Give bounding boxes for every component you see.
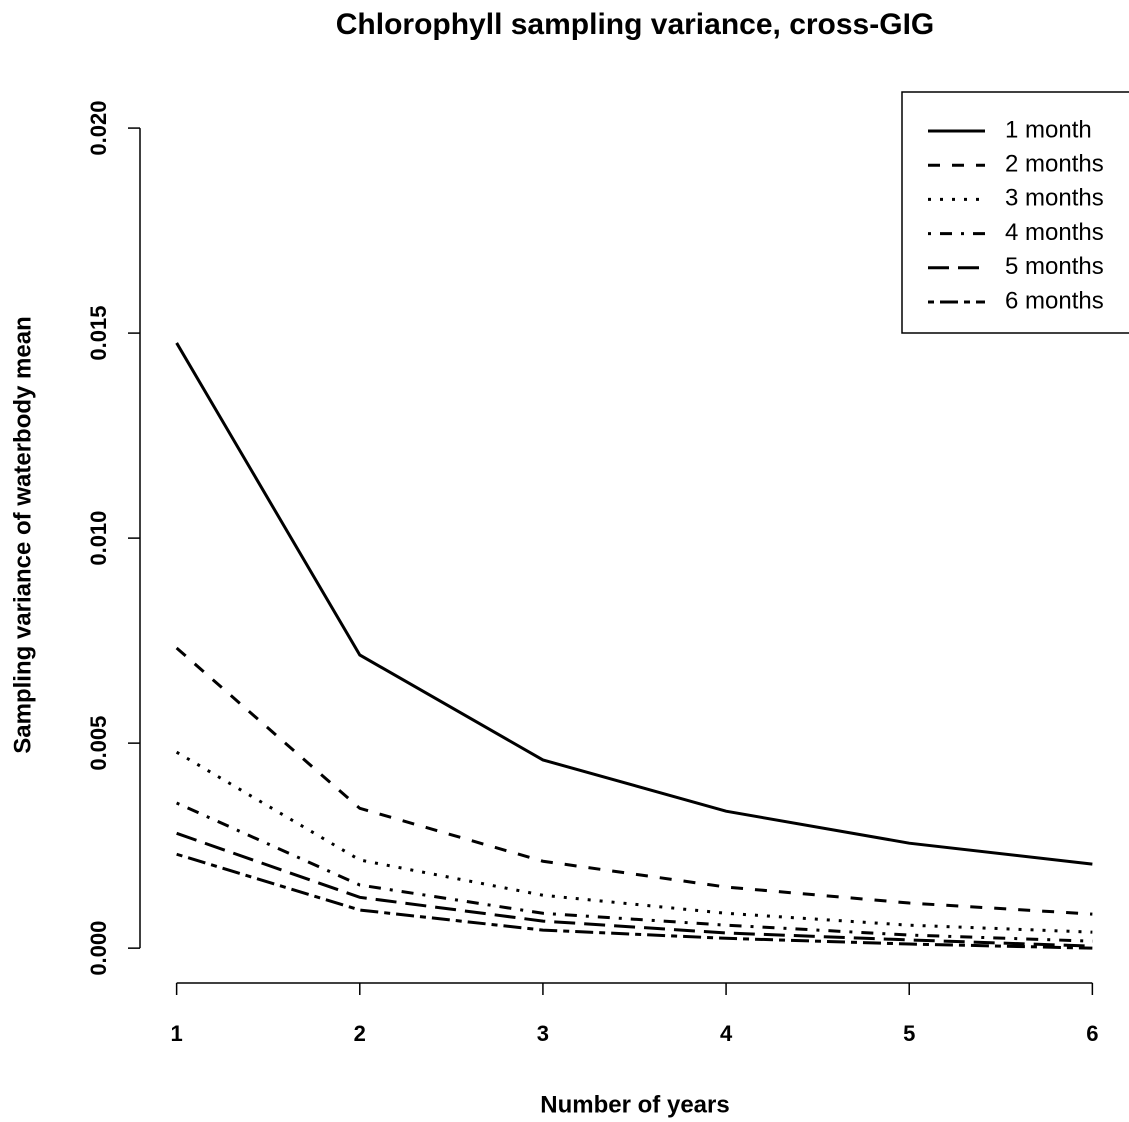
x-tick-label: 5 <box>903 1021 915 1046</box>
x-tick-label: 3 <box>537 1021 549 1046</box>
x-tick-label: 1 <box>171 1021 183 1046</box>
x-tick-label: 2 <box>354 1021 366 1046</box>
y-tick-label: 0.010 <box>86 511 111 566</box>
y-tick-label: 0.020 <box>86 101 111 156</box>
legend-label: 6 months <box>1005 287 1104 314</box>
x-tick-label: 6 <box>1086 1021 1098 1046</box>
series-line <box>176 831 1093 948</box>
legend-label: 4 months <box>1005 219 1104 246</box>
y-tick-label: 0.000 <box>86 921 111 976</box>
y-tick-label: 0.005 <box>86 716 111 771</box>
series-line <box>175 646 1093 916</box>
series-line <box>176 801 1093 943</box>
legend-label: 5 months <box>1005 253 1104 280</box>
series-line <box>175 342 1093 866</box>
y-axis-label: Sampling variance of waterbody mean <box>9 316 36 753</box>
legend-label: 3 months <box>1005 185 1104 212</box>
series-line <box>176 852 1093 950</box>
y-tick-label: 0.015 <box>86 306 111 361</box>
legend-label: 1 month <box>1005 116 1092 143</box>
x-tick-label: 4 <box>720 1021 733 1046</box>
x-axis-label: Number of years <box>540 1091 729 1118</box>
legend-label: 2 months <box>1005 151 1104 178</box>
chart-title: Chlorophyll sampling variance, cross-GIG <box>336 8 935 41</box>
